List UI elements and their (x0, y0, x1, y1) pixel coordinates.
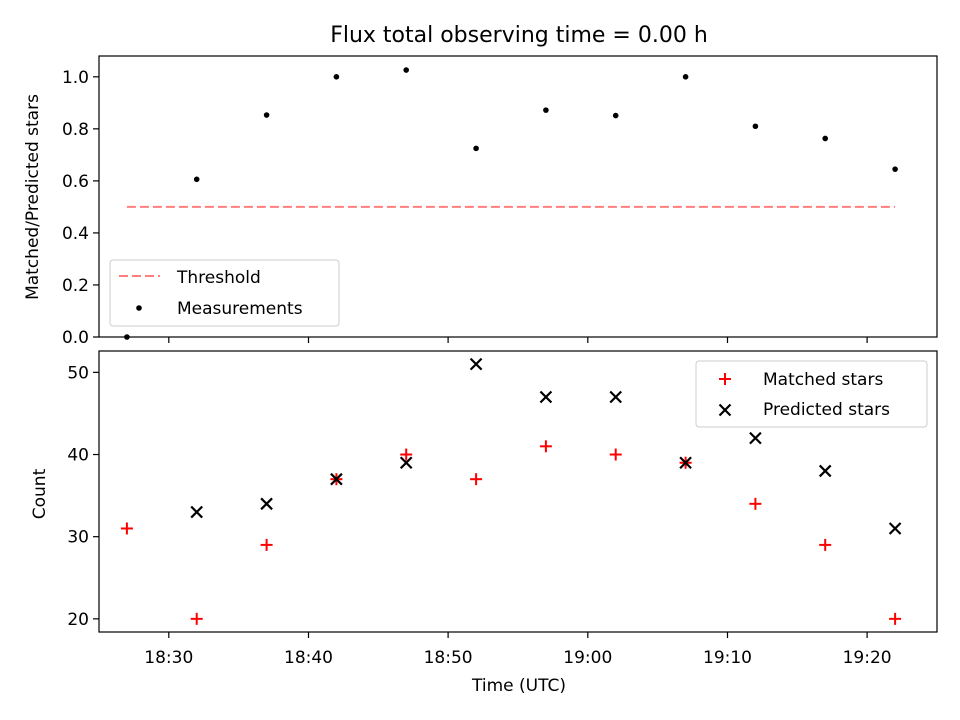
predicted-star-point (818, 464, 832, 478)
measurement-point (333, 74, 340, 80)
matched-star-point (120, 522, 133, 535)
top-y-axis-label: Matched/Predicted stars (23, 94, 43, 300)
bottom-legend: Matched stars Predicted stars (695, 360, 928, 428)
legend-matched-label: Matched stars (763, 370, 883, 390)
top-y-tick-label: 0.6 (62, 172, 89, 192)
predicted-star-point (190, 505, 203, 519)
measurement-point (403, 67, 410, 73)
bottom-y-ticks: 20 30 40 50 (67, 363, 99, 630)
top-y-tick-label: 0.8 (62, 120, 89, 140)
chart-title: Flux total observing time = 0.00 h (330, 23, 708, 48)
matched-star-point (749, 497, 762, 510)
measurement-points (124, 67, 898, 340)
measurement-point (473, 145, 479, 152)
bottom-legend-box (695, 360, 928, 428)
top-axes-frame (98, 55, 938, 338)
measurement-point (543, 107, 549, 113)
measurement-point (822, 135, 829, 142)
bottom-y-tick-label: 50 (67, 363, 89, 383)
bottom-y-axis-label: Count (30, 468, 50, 519)
matched-star-point (819, 538, 832, 551)
predicted-star-point (330, 472, 343, 486)
bottom-x-tick-label: 19:10 (703, 648, 752, 668)
top-legend: Threshold Measurements (109, 259, 340, 327)
top-y-tick-label: 1.0 (62, 68, 89, 88)
measurement-point (612, 112, 619, 119)
x-axis-label: Time (UTC) (471, 676, 566, 696)
matched-star-point (260, 538, 273, 551)
top-legend-box (109, 259, 340, 327)
matched-star-point (609, 448, 622, 461)
bottom-y-tick-label: 20 (67, 610, 89, 630)
top-y-ticks: 0.0 0.2 0.4 0.6 0.8 1.0 (62, 68, 99, 348)
bottom-x-tick-label: 18:30 (144, 648, 193, 668)
measurement-point (263, 112, 270, 118)
legend-matched-swatch (719, 373, 731, 385)
legend-matched-marker (719, 373, 731, 385)
top-panel: 0.0 0.2 0.4 0.6 0.8 1.0 Matched/Predicted sta… (23, 55, 938, 348)
bottom-y-tick-label: 40 (67, 446, 89, 466)
predicted-star-point (399, 456, 413, 470)
matched-stars-points (120, 440, 902, 625)
matched-star-point (400, 448, 413, 461)
measurement-point (193, 176, 200, 183)
matched-star-point (470, 473, 483, 486)
matched-star-point (539, 440, 552, 453)
bottom-x-tick-label: 18:50 (424, 648, 473, 668)
measurement-point (752, 123, 759, 130)
predicted-star-point (888, 522, 902, 535)
top-y-tick-label: 0.4 (62, 224, 89, 244)
predicted-star-point (679, 456, 692, 470)
legend-threshold-label: Threshold (176, 268, 261, 288)
predicted-star-point (749, 431, 762, 445)
predicted-star-point (260, 497, 273, 511)
predicted-star-point (469, 357, 483, 371)
measurement-point (682, 74, 689, 80)
matched-star-point (190, 612, 203, 625)
legend-measurements-label: Measurements (177, 299, 303, 319)
legend-predicted-swatch (718, 403, 732, 417)
predicted-star-point (539, 390, 553, 404)
top-y-tick-label: 0.2 (62, 276, 89, 296)
legend-measurements-swatch (136, 305, 142, 311)
predicted-star-point (609, 390, 622, 404)
bottom-axes-frame (98, 350, 938, 633)
top-x-ticks (168, 337, 868, 343)
bottom-x-tick-label: 19:00 (563, 648, 612, 668)
bottom-x-tick-label: 18:40 (284, 648, 333, 668)
bottom-y-tick-label: 30 (67, 528, 89, 548)
top-y-tick-label: 0.0 (62, 328, 89, 348)
predicted-stars-points (190, 357, 902, 535)
bottom-x-tick-label: 19:20 (843, 648, 892, 668)
legend-predicted-label: Predicted stars (763, 400, 890, 420)
legend-predicted-marker (718, 403, 732, 417)
matched-star-point (889, 612, 902, 625)
measurement-point (124, 334, 130, 340)
bottom-x-ticks: 18:30 18:40 18:50 19:00 19:10 19:20 (144, 632, 892, 668)
measurement-point (892, 166, 898, 172)
